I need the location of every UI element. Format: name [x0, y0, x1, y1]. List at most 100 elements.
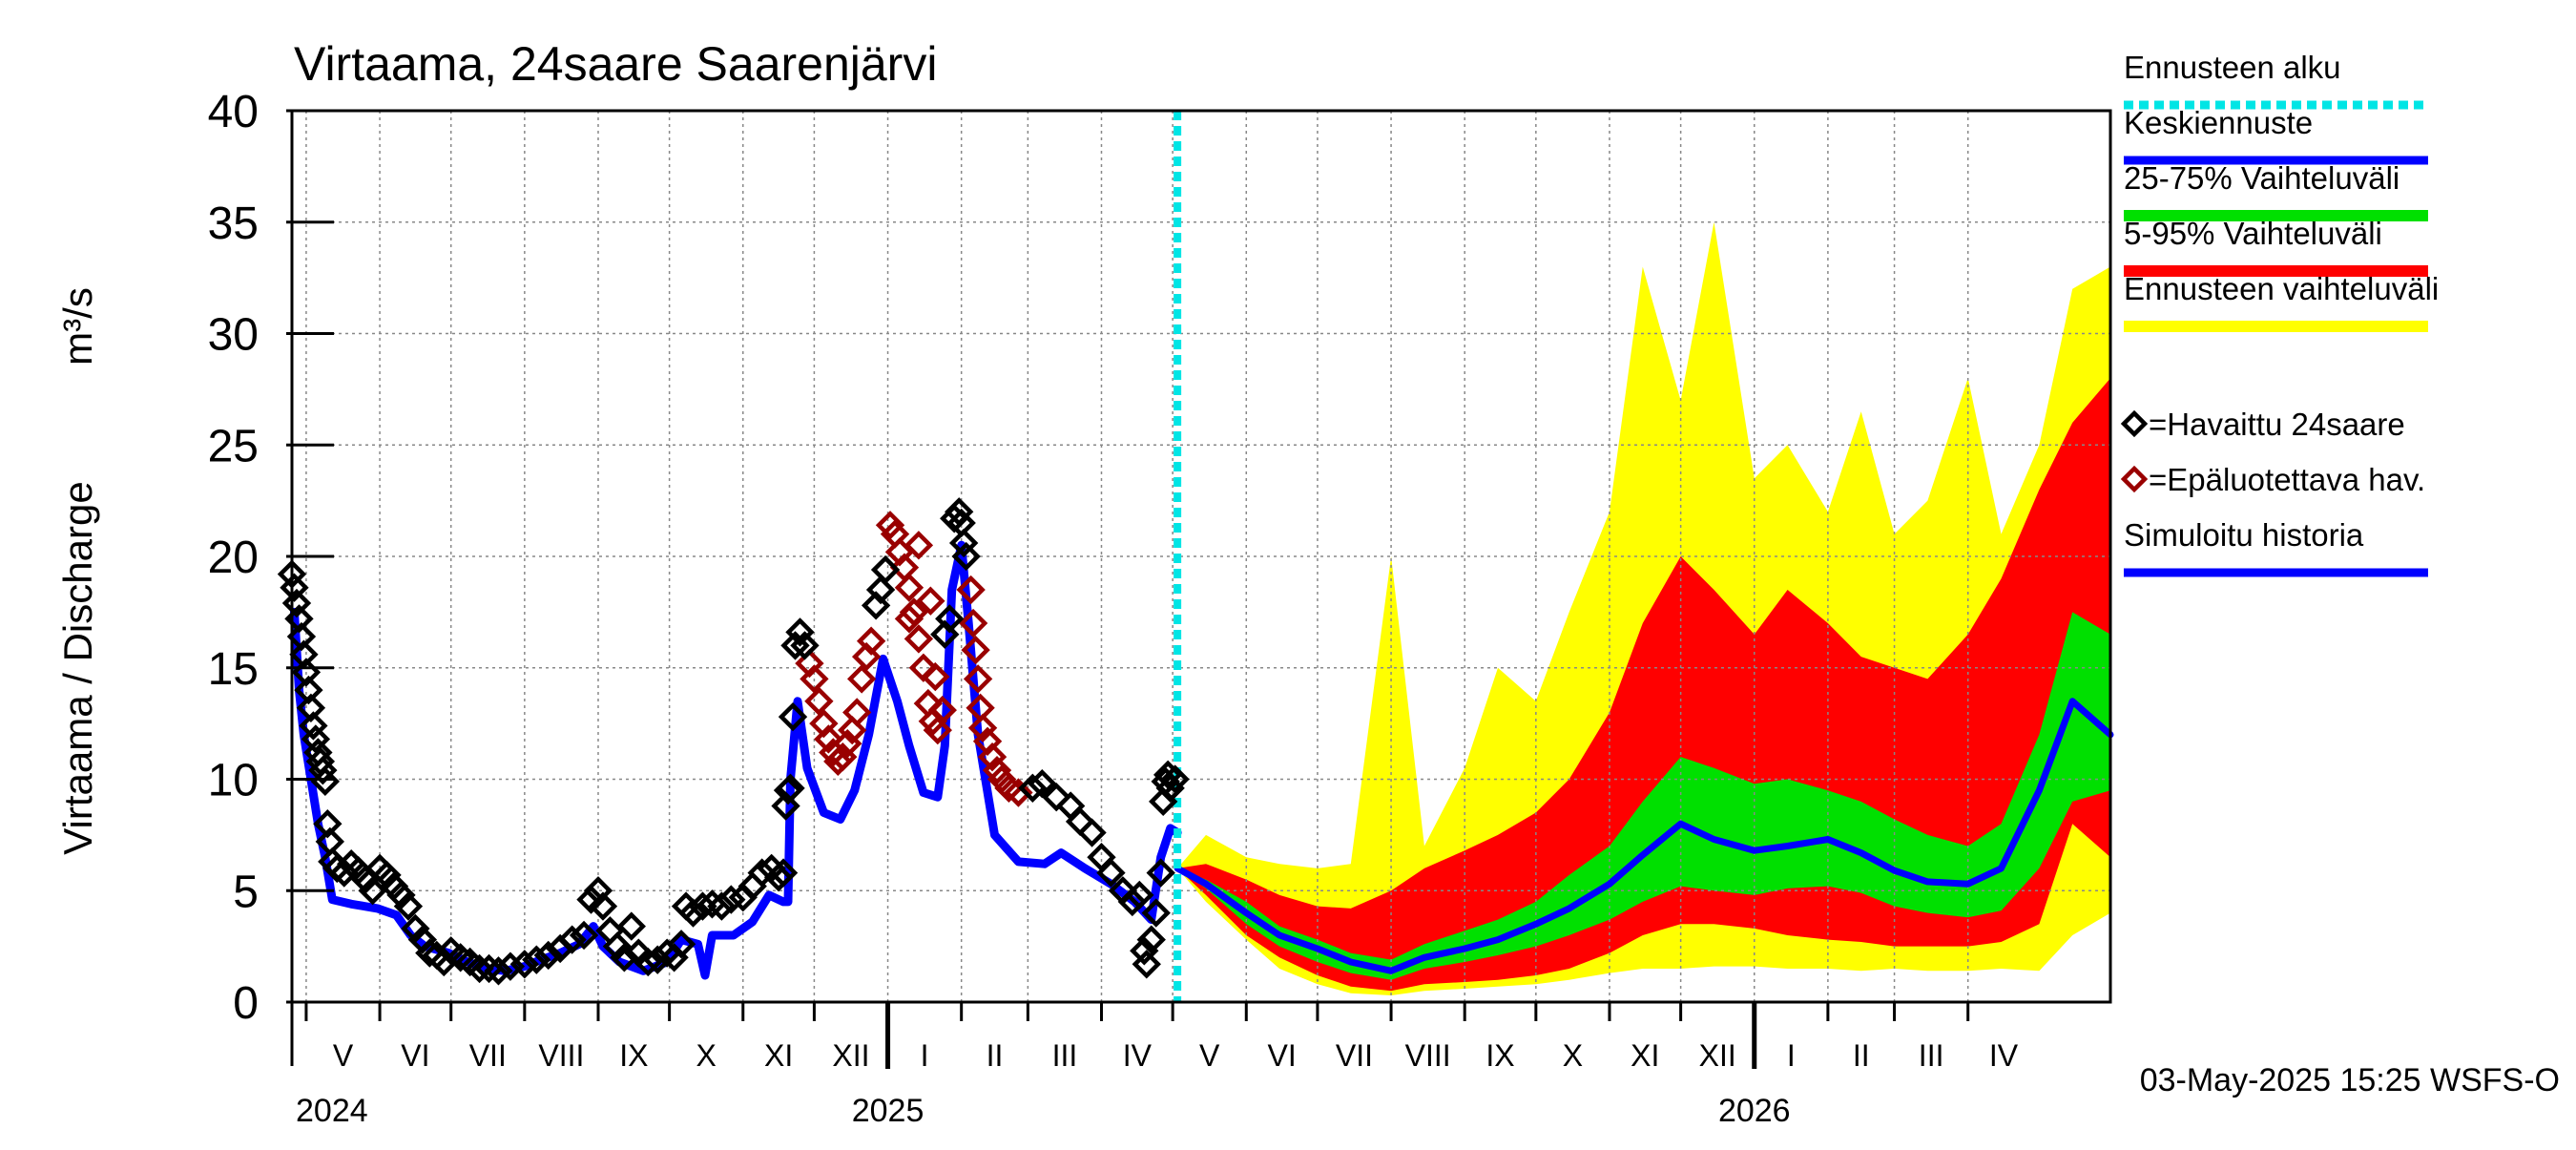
observed-marker [301, 724, 331, 754]
legend-marker [2120, 465, 2149, 493]
observed-marker [281, 588, 312, 618]
observed-marker [870, 554, 901, 585]
month-label: V [1199, 1038, 1220, 1073]
month-label: I [921, 1038, 929, 1073]
y-tick-label: 30 [208, 310, 259, 361]
y-tick-label: 10 [208, 756, 259, 806]
observed-marker [935, 604, 965, 634]
month-label: IX [619, 1038, 648, 1073]
observed-marker [557, 925, 587, 954]
month-label: XII [832, 1038, 869, 1073]
observed-marker [1125, 880, 1154, 910]
median-forecast-line [1174, 698, 2114, 974]
observed-marker [1132, 950, 1161, 979]
month-label: III [1052, 1038, 1078, 1073]
observed-marker [280, 573, 309, 602]
y-tick-label: 35 [208, 199, 259, 249]
month-label: VII [1336, 1038, 1373, 1073]
month-label: XI [1631, 1038, 1659, 1073]
month-label: XII [1699, 1038, 1736, 1073]
unreliable-observation-marker [904, 531, 934, 560]
month-label: IV [1989, 1038, 2019, 1073]
observed-marker [785, 617, 815, 647]
observed-marker [666, 930, 696, 959]
observed-marker [768, 858, 799, 888]
observed-marker [771, 791, 800, 821]
unreliable-observation-marker [856, 626, 886, 656]
observed-marker [616, 911, 647, 941]
unreliable-observation-marker [814, 724, 843, 754]
unreliable-observation-marker [1004, 778, 1033, 807]
unreliable-observation-marker [916, 586, 945, 616]
unreliable-observation-marker [921, 661, 950, 692]
observed-marker [569, 920, 599, 951]
observed-marker [310, 766, 341, 797]
observed-marker [588, 891, 618, 921]
observed-marker [372, 860, 402, 890]
month-label: X [696, 1038, 717, 1073]
y-tick-label: 25 [208, 421, 259, 471]
month-label: V [333, 1038, 354, 1073]
year-label: 2024 [296, 1093, 368, 1129]
observed-marker [951, 541, 981, 572]
month-label: III [1919, 1038, 1944, 1073]
observed-marker [688, 891, 717, 921]
unreliable-observation-marker [927, 695, 957, 725]
month-label: I [1787, 1038, 1796, 1073]
observed-marker [299, 711, 328, 741]
observed-marker [610, 943, 639, 972]
legend-label: Ennusteen vaihteluväli [2124, 271, 2439, 306]
month-label: VI [401, 1038, 429, 1073]
unreliable-observation-marker [804, 686, 834, 716]
chart-title: Virtaama, 24saare Saarenjärvi [294, 37, 937, 91]
legend-label: 25-75% Vaihteluväli [2124, 160, 2399, 196]
observed-marker [678, 898, 708, 928]
observed-marker [1117, 887, 1148, 917]
unreliable-observation-marker [963, 664, 993, 694]
month-label: VIII [538, 1038, 584, 1073]
y-axis-unit: m³/s [55, 287, 100, 366]
observed-marker [1130, 936, 1159, 966]
observed-marker [1146, 858, 1175, 888]
y-axis-label: Virtaama / Discharge [55, 481, 100, 854]
unreliable-observation-marker [875, 511, 905, 540]
unreliable-observation-marker [838, 715, 867, 745]
observed-marker [495, 951, 526, 981]
observed-marker [602, 931, 633, 961]
observed-marker [1077, 818, 1107, 847]
observed-marker [717, 885, 746, 914]
observed-marker [1028, 768, 1057, 799]
month-label: II [1853, 1038, 1870, 1073]
unreliable-observation-marker [894, 573, 924, 602]
observed-marker [865, 575, 896, 605]
month-label: IX [1485, 1038, 1514, 1073]
unreliable-observation-marker [967, 713, 998, 742]
observed-marker [861, 591, 891, 620]
unreliable-observation-marker [958, 608, 988, 638]
observed-marker [465, 953, 494, 984]
y-tick-label: 0 [233, 978, 259, 1029]
y-tick-label: 15 [208, 644, 259, 695]
observed-marker [776, 773, 805, 804]
observed-marker [707, 891, 737, 921]
unreliable-observation-marker [904, 624, 934, 654]
observed-marker [1018, 773, 1048, 804]
y-tick-label: 5 [233, 867, 259, 917]
y-tick-label: 40 [208, 87, 259, 137]
observed-marker [308, 755, 338, 785]
observed-marker [329, 858, 359, 888]
unreliable-observation-marker [800, 664, 829, 694]
legend-label: Ennusteen alku [2124, 50, 2341, 85]
observed-marker [1155, 773, 1185, 804]
observed-marker [474, 953, 504, 984]
observed-marker [634, 947, 663, 977]
month-label: VIII [1405, 1038, 1451, 1073]
observed-marker [401, 913, 430, 944]
observed-marker [1096, 858, 1126, 888]
observed-marker [576, 885, 606, 914]
legend-label: Simuloitu historia [2124, 517, 2364, 553]
legend-label: =Havaittu 24saare [2149, 407, 2405, 442]
